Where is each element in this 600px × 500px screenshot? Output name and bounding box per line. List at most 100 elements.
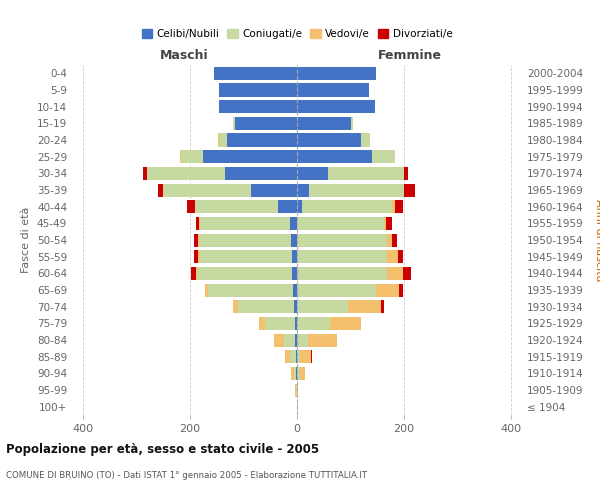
Bar <box>395 200 403 213</box>
Bar <box>295 384 296 396</box>
Bar <box>235 117 297 130</box>
Bar <box>205 284 208 296</box>
Bar <box>404 184 415 196</box>
Bar <box>214 67 297 80</box>
Bar <box>290 350 296 363</box>
Text: Femmine: Femmine <box>377 48 442 62</box>
Bar <box>297 234 387 246</box>
Bar <box>233 300 238 313</box>
Bar <box>300 350 311 363</box>
Bar <box>219 134 227 146</box>
Bar <box>297 300 348 313</box>
Bar <box>297 284 376 296</box>
Bar <box>200 217 290 230</box>
Bar <box>295 334 297 346</box>
Bar <box>197 267 292 280</box>
Bar <box>294 367 296 380</box>
Bar <box>297 117 350 130</box>
Bar <box>297 384 298 396</box>
Bar <box>297 167 328 180</box>
Bar <box>199 234 291 246</box>
Bar <box>218 134 219 146</box>
Bar <box>297 134 361 146</box>
Bar <box>311 350 312 363</box>
Bar <box>387 250 398 263</box>
Bar <box>376 284 399 296</box>
Bar <box>259 317 265 330</box>
Bar <box>348 300 381 313</box>
Bar <box>290 217 297 230</box>
Text: Maschi: Maschi <box>160 48 209 62</box>
Bar <box>233 117 235 130</box>
Bar <box>292 267 297 280</box>
Bar <box>199 250 292 263</box>
Bar <box>194 234 198 246</box>
Bar <box>297 317 330 330</box>
Bar <box>284 334 295 346</box>
Bar <box>372 150 395 163</box>
Bar <box>158 184 163 196</box>
Bar <box>297 100 374 113</box>
Bar <box>297 150 372 163</box>
Bar <box>274 334 284 346</box>
Bar <box>227 134 297 146</box>
Bar <box>387 234 392 246</box>
Bar <box>198 234 199 246</box>
Bar <box>392 234 397 246</box>
Bar <box>238 300 294 313</box>
Bar <box>297 367 299 380</box>
Bar <box>297 334 308 346</box>
Text: Popolazione per età, sesso e stato civile - 2005: Popolazione per età, sesso e stato civil… <box>6 442 319 456</box>
Bar <box>387 267 403 280</box>
Bar <box>291 234 297 246</box>
Bar <box>297 267 387 280</box>
Bar <box>220 84 297 96</box>
Bar <box>328 167 404 180</box>
Bar <box>224 167 297 180</box>
Bar <box>199 217 200 230</box>
Bar <box>147 167 224 180</box>
Bar <box>265 317 295 330</box>
Bar <box>297 84 370 96</box>
Bar <box>297 67 376 80</box>
Bar <box>220 100 297 113</box>
Y-axis label: Fasce di età: Fasce di età <box>22 207 31 273</box>
Bar <box>285 350 290 363</box>
Bar <box>330 317 361 330</box>
Y-axis label: Anni di nascita: Anni di nascita <box>595 198 600 281</box>
Bar <box>361 134 370 146</box>
Bar <box>309 184 404 196</box>
Text: COMUNE DI BRUINO (TO) - Dati ISTAT 1° gennaio 2005 - Elaborazione TUTTITALIA.IT: COMUNE DI BRUINO (TO) - Dati ISTAT 1° ge… <box>6 471 367 480</box>
Bar <box>308 334 337 346</box>
Bar <box>208 284 293 296</box>
Bar <box>350 117 353 130</box>
Bar <box>179 150 181 163</box>
Bar <box>196 217 199 230</box>
Bar <box>290 367 294 380</box>
Bar <box>296 384 297 396</box>
Bar <box>194 250 199 263</box>
Bar <box>293 284 297 296</box>
Bar <box>278 200 297 213</box>
Bar <box>191 267 196 280</box>
Bar <box>203 150 297 163</box>
Bar <box>302 200 392 213</box>
Bar <box>297 217 384 230</box>
Bar <box>294 300 297 313</box>
Bar <box>381 300 384 313</box>
Bar <box>384 217 386 230</box>
Bar <box>386 217 392 230</box>
Bar <box>297 350 300 363</box>
Bar <box>398 250 403 263</box>
Bar <box>195 200 278 213</box>
Bar <box>181 150 203 163</box>
Bar <box>143 167 147 180</box>
Bar <box>163 184 251 196</box>
Bar <box>403 267 411 280</box>
Bar <box>297 200 302 213</box>
Bar <box>187 200 195 213</box>
Bar <box>251 184 297 196</box>
Bar <box>392 200 395 213</box>
Bar <box>196 267 197 280</box>
Bar <box>399 284 403 296</box>
